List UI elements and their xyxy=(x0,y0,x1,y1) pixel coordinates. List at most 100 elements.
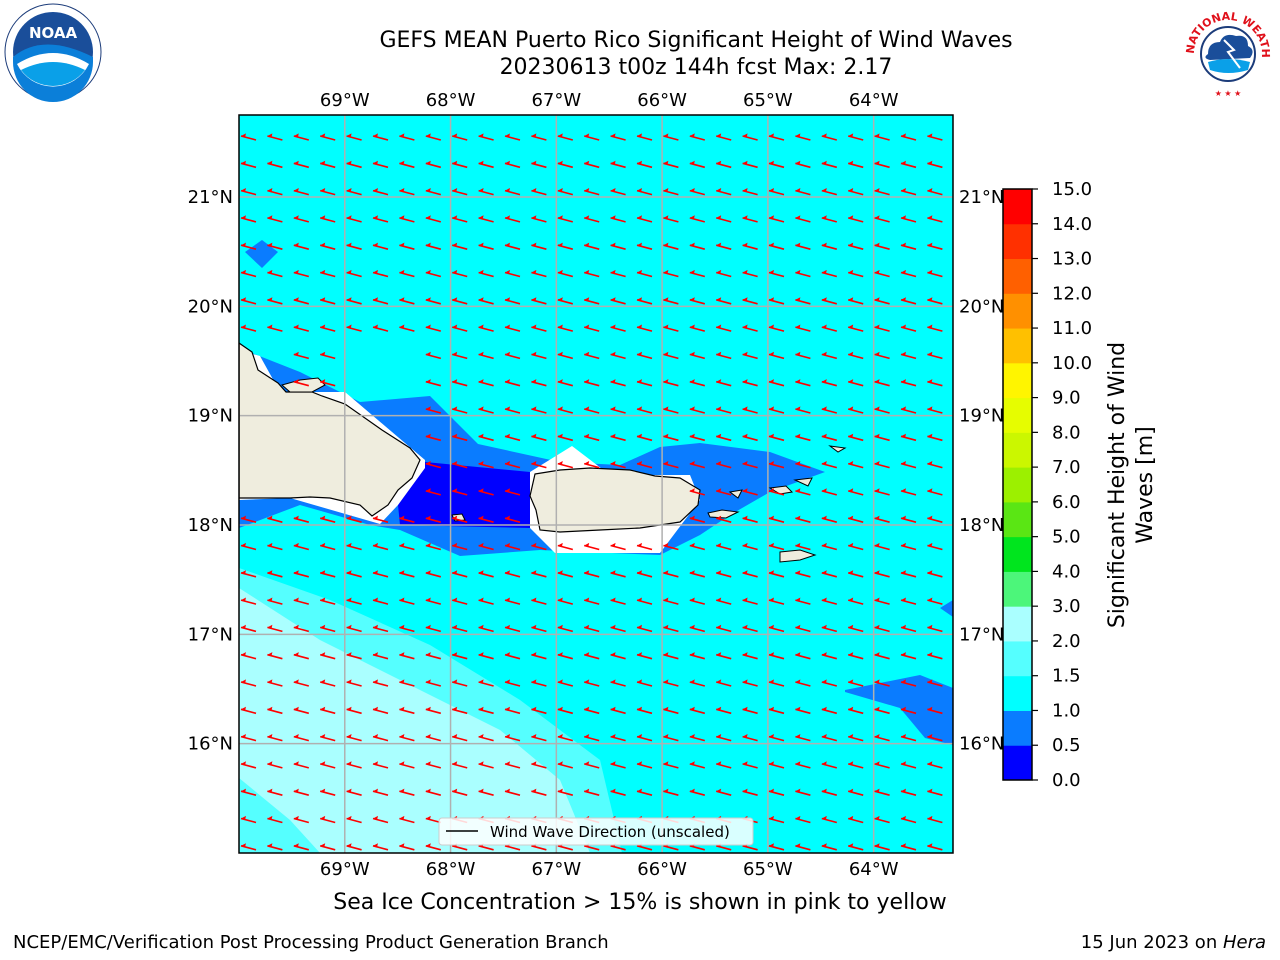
wave-direction-arrow xyxy=(768,815,785,824)
wave-direction-arrow xyxy=(267,624,283,633)
wave-direction-arrow xyxy=(583,188,600,196)
colorbar-tick-label: 7.0 xyxy=(1052,457,1081,478)
wave-direction-arrow xyxy=(293,160,310,169)
wave-direction-arrow xyxy=(478,679,494,687)
wave-direction-arrow xyxy=(715,624,732,633)
wave-direction-arrow xyxy=(451,706,468,715)
lon-label-top: 69°W xyxy=(320,90,370,111)
wave-direction-arrow xyxy=(636,379,653,387)
wave-direction-arrow xyxy=(821,761,838,769)
wave-direction-arrow xyxy=(557,269,574,278)
wave-direction-arrow xyxy=(636,679,653,687)
wave-direction-arrow xyxy=(847,351,864,360)
wave-direction-arrow xyxy=(821,597,838,605)
wave-direction-arrow xyxy=(240,597,257,605)
lon-label-top: 64°W xyxy=(849,90,899,111)
footer-branch: NCEP/EMC/Verification Post Processing Pr… xyxy=(13,932,609,953)
wave-direction-arrow xyxy=(847,461,864,469)
wave-direction-arrow xyxy=(795,379,811,387)
wave-direction-arrow xyxy=(715,133,732,141)
wave-direction-arrow xyxy=(478,652,494,660)
wave-direction-arrow xyxy=(267,679,283,687)
wave-direction-arrow xyxy=(874,706,890,715)
wave-direction-arrow xyxy=(267,242,283,250)
wave-direction-arrow xyxy=(900,597,917,605)
wave-direction-arrow xyxy=(583,433,600,442)
lat-label-right: 18°N xyxy=(959,515,1004,536)
wave-direction-arrow xyxy=(610,351,626,360)
wave-direction-arrow xyxy=(715,242,732,250)
wave-direction-arrow xyxy=(821,133,838,141)
colorbar-tick-label: 0.0 xyxy=(1052,770,1081,791)
wave-direction-arrow xyxy=(425,379,442,387)
wave-direction-arrow xyxy=(583,542,600,551)
wave-direction-arrow xyxy=(583,597,600,605)
wave-direction-arrow xyxy=(847,188,864,196)
wave-direction-arrow xyxy=(451,242,468,250)
wave-direction-arrow xyxy=(478,788,494,796)
wave-direction-arrow xyxy=(715,461,732,469)
wave-direction-arrow xyxy=(583,215,600,223)
lon-label-bottom: 64°W xyxy=(849,859,899,880)
wave-direction-arrow xyxy=(689,188,706,196)
wave-direction-arrow xyxy=(795,324,811,332)
wave-direction-arrow xyxy=(267,734,283,742)
wave-direction-arrow xyxy=(504,433,521,442)
wave-direction-arrow xyxy=(346,570,362,578)
lat-label-left: 17°N xyxy=(188,624,233,645)
wave-direction-arrow xyxy=(821,160,838,169)
wave-direction-arrow xyxy=(267,324,283,332)
wave-direction-arrow xyxy=(319,269,336,278)
wave-direction-arrow xyxy=(927,570,943,578)
colorbar-label-line2: Waves [m] xyxy=(1133,426,1158,543)
wave-direction-arrow xyxy=(425,215,442,223)
wave-direction-arrow xyxy=(663,188,679,196)
wave-direction-arrow xyxy=(900,788,917,796)
wave-direction-arrow xyxy=(715,188,732,196)
wave-direction-arrow xyxy=(399,242,415,250)
wave-direction-arrow xyxy=(451,624,468,633)
wave-direction-arrow xyxy=(689,515,706,523)
wave-direction-arrow xyxy=(663,160,679,169)
wave-direction-arrow xyxy=(927,488,943,496)
wave-direction-arrow xyxy=(372,515,389,523)
wave-direction-arrow xyxy=(531,242,547,250)
wave-direction-arrow xyxy=(425,652,442,660)
wave-direction-arrow xyxy=(768,679,785,687)
wave-direction-arrow xyxy=(795,269,811,278)
wave-direction-arrow xyxy=(610,188,626,196)
wave-direction-arrow xyxy=(583,706,600,715)
nws-logo: NATIONAL WEATHER SERVICE ★ ★ ★ xyxy=(1178,2,1275,99)
wave-direction-arrow xyxy=(663,406,679,414)
wave-direction-arrow xyxy=(451,324,468,332)
colorbar-tick-label: 13.0 xyxy=(1052,249,1092,270)
wave-direction-arrow xyxy=(821,788,838,796)
wave-direction-arrow xyxy=(425,488,442,496)
wave-direction-arrow xyxy=(689,297,706,305)
wave-direction-arrow xyxy=(768,215,785,223)
wave-direction-arrow xyxy=(768,515,785,523)
wave-direction-arrow xyxy=(504,406,521,414)
wave-direction-arrow xyxy=(927,297,943,305)
wave-direction-arrow xyxy=(689,542,706,551)
wave-direction-arrow xyxy=(636,570,653,578)
wave-direction-arrow xyxy=(927,843,943,851)
wave-direction-arrow xyxy=(240,242,257,250)
wave-direction-arrow xyxy=(689,624,706,633)
wave-direction-arrow xyxy=(425,269,442,278)
wave-direction-arrow xyxy=(372,597,389,605)
wave-direction-arrow xyxy=(742,624,758,633)
wave-direction-arrow xyxy=(821,843,838,851)
wave-direction-arrow xyxy=(821,351,838,360)
wave-direction-arrow xyxy=(372,570,389,578)
wave-direction-arrow xyxy=(689,324,706,332)
wave-direction-arrow xyxy=(319,379,336,387)
wave-direction-arrow xyxy=(927,215,943,223)
wave-direction-arrow xyxy=(293,843,310,851)
wave-direction-arrow xyxy=(425,788,442,796)
wave-direction-arrow xyxy=(636,406,653,414)
wave-height-region-2-3 xyxy=(239,588,590,853)
wave-direction-arrow xyxy=(346,242,362,250)
wave-direction-arrow xyxy=(874,843,890,851)
wave-direction-arrow xyxy=(557,351,574,360)
